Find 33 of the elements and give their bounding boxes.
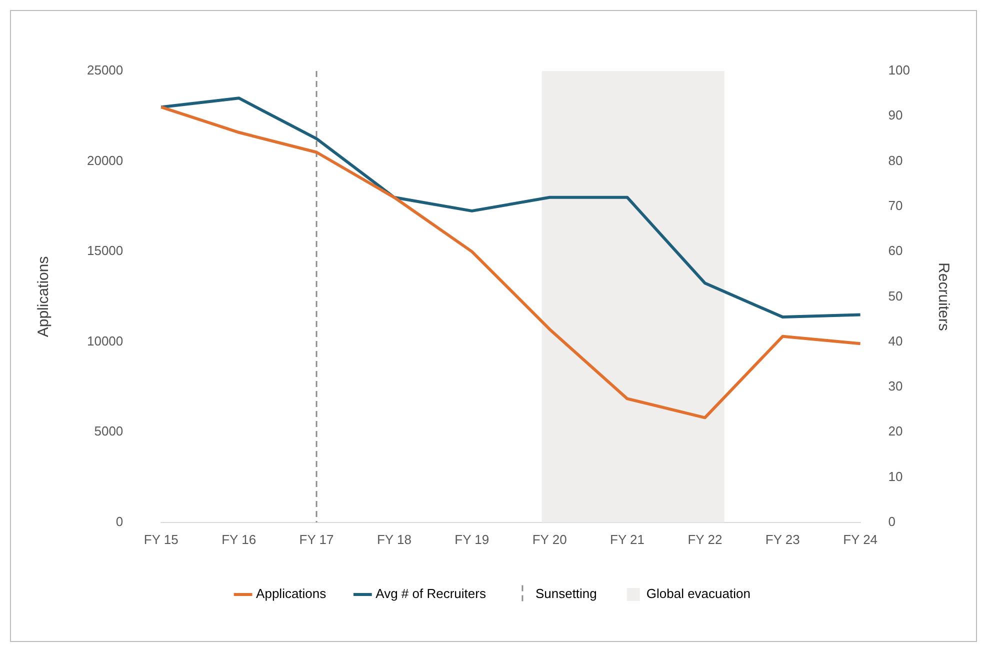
legend-label: Global evacuation	[646, 586, 750, 602]
y2-tick-label: 70	[888, 198, 903, 213]
x-tick-label: FY 20	[532, 532, 567, 547]
x-tick-label: FY 17	[299, 532, 334, 547]
y2-tick-label: 30	[888, 378, 903, 394]
x-tick-label: FY 16	[222, 532, 256, 547]
y2-tick-label: 60	[888, 243, 903, 258]
y2-tick-label: 20	[888, 424, 903, 439]
y2-tick-label: 0	[888, 514, 896, 529]
legend-label: Applications	[256, 586, 327, 602]
x-tick-label: FY 15	[144, 532, 178, 547]
x-tick-label: FY 23	[765, 532, 800, 547]
y2-tick-label: 50	[888, 288, 903, 304]
y2-tick-label: 40	[888, 333, 903, 348]
y2-axis-title: Recruiters	[934, 262, 952, 331]
y2-tick-label: 80	[888, 152, 903, 168]
y-tick-label: 10000	[86, 333, 124, 348]
x-tick-label: FY 24	[843, 532, 878, 547]
y-axis-title: Applications	[35, 256, 52, 338]
y2-tick-label: 90	[888, 108, 903, 123]
y2-tick-label: 100	[888, 62, 910, 78]
y2-tick-label: 10	[888, 468, 903, 484]
x-tick-label: FY 21	[610, 532, 644, 547]
legend-label: Avg # of Recruiters	[376, 586, 486, 602]
y-tick-label: 25000	[86, 62, 124, 78]
x-tick-label: FY 18	[376, 532, 412, 547]
y-tick-label: 0	[116, 514, 124, 529]
x-tick-label: FY 22	[688, 532, 722, 547]
x-tick-label: FY 19	[454, 532, 490, 547]
y-tick-label: 5000	[94, 424, 124, 439]
legend-label: Sunsetting	[535, 586, 597, 602]
y-tick-label: 15000	[86, 243, 124, 258]
y-tick-label: 20000	[86, 152, 124, 168]
